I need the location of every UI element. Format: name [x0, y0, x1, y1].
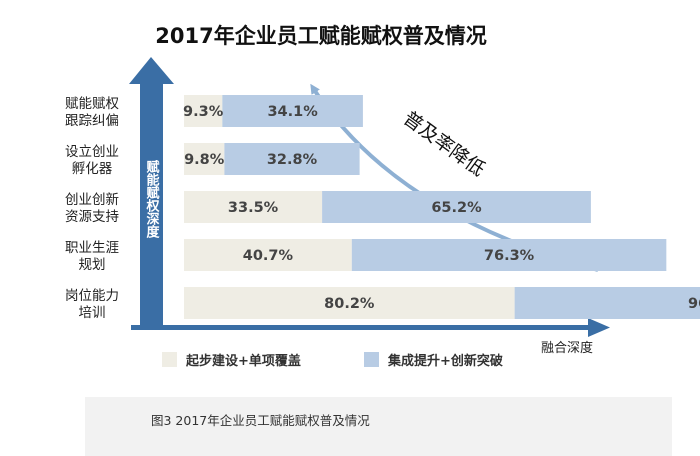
bar-series-2-4	[514, 287, 700, 319]
trend-annotation: 普及率降低	[399, 107, 489, 181]
category-label-1: 设立创业孵化器	[65, 144, 119, 177]
data-label-series-1-3: 40.7%	[243, 248, 294, 264]
bar-series-2-0	[222, 95, 363, 127]
y-axis-arrow	[129, 57, 174, 325]
data-label-series-2-1: 32.8%	[267, 152, 318, 168]
legend-swatch-series-2	[364, 352, 379, 367]
legend-swatch-series-1	[162, 352, 177, 367]
chart-title: 2017年企业员工赋能赋权普及情况	[155, 24, 486, 48]
legend: 起步建设+单项覆盖 集成提升+创新突破	[162, 352, 503, 369]
data-label-series-2-3: 76.3%	[484, 248, 535, 264]
data-label-series-1-0: 9.3%	[183, 104, 224, 120]
bar-series-2-3	[351, 239, 667, 271]
bars-group: 9.3% 34.1% 9.8% 32.8% 33.5% 65.2% 40.7% 76.3% 80…	[183, 95, 700, 319]
bar-series-1-3	[184, 239, 352, 271]
caption-box: 图3 2017年企业员工赋能赋权普及情况	[85, 397, 672, 456]
data-label-series-2-4: 96.3%	[688, 296, 700, 312]
data-label-series-1-4: 80.2%	[324, 296, 375, 312]
legend-label-series-1: 起步建设+单项覆盖	[185, 353, 301, 369]
figure-caption: 图3 2017年企业员工赋能赋权普及情况	[151, 413, 370, 428]
data-label-series-1-2: 33.5%	[228, 200, 279, 216]
legend-label-series-2: 集成提升+创新突破	[387, 353, 503, 369]
category-label-2: 创业创新资源支持	[65, 192, 119, 225]
x-axis-arrow	[131, 318, 610, 337]
bar-series-1-0	[184, 95, 223, 127]
bar-series-2-1	[224, 143, 360, 175]
data-label-series-1-1: 9.8%	[184, 152, 225, 168]
x-axis-label: 融合深度	[541, 340, 593, 356]
bar-series-1-4	[184, 287, 515, 319]
category-label-4: 岗位能力培训	[65, 288, 119, 321]
data-label-series-2-2: 65.2%	[431, 200, 482, 216]
bar-series-1-2	[184, 191, 323, 223]
y-axis-label: 赋能赋权深度	[144, 159, 161, 239]
bar-series-2-2	[322, 191, 591, 223]
category-label-0: 赋能赋权跟踪纠偏	[65, 95, 119, 129]
data-label-series-2-0: 34.1%	[267, 104, 318, 120]
category-label-3: 职业生涯规划	[65, 240, 119, 273]
bar-series-1-1	[184, 143, 225, 175]
